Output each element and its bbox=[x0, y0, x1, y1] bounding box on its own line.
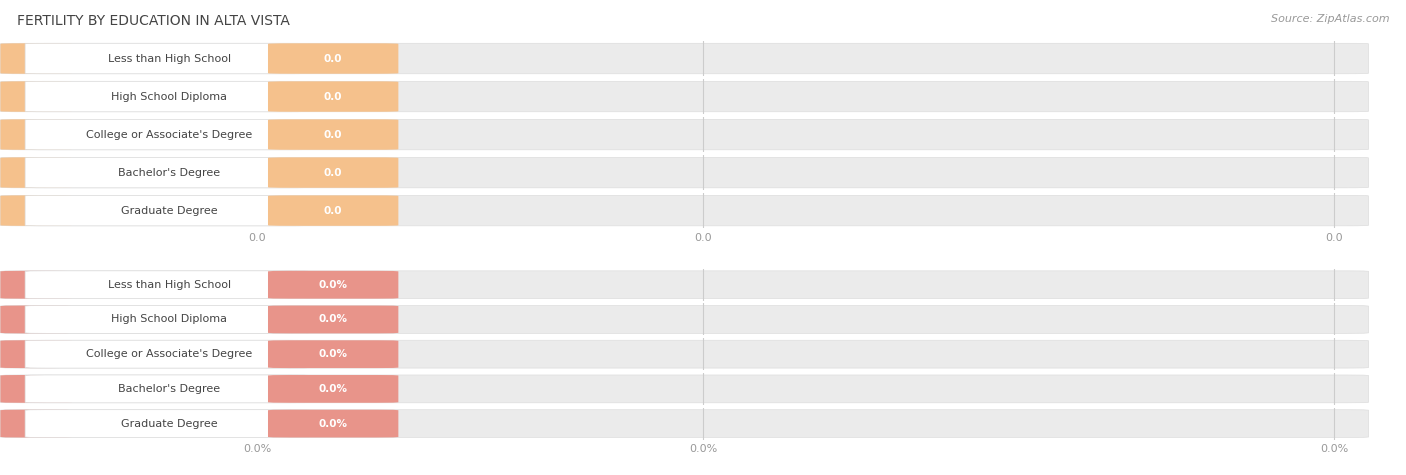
FancyBboxPatch shape bbox=[269, 195, 398, 226]
Text: 0.0%: 0.0% bbox=[1320, 444, 1348, 454]
Text: Graduate Degree: Graduate Degree bbox=[121, 418, 218, 428]
FancyBboxPatch shape bbox=[0, 43, 1368, 74]
FancyBboxPatch shape bbox=[269, 119, 398, 150]
Text: High School Diploma: High School Diploma bbox=[111, 92, 228, 102]
Text: 0.0%: 0.0% bbox=[689, 444, 717, 454]
Text: 0.0: 0.0 bbox=[323, 54, 343, 64]
FancyBboxPatch shape bbox=[25, 43, 309, 74]
Text: College or Associate's Degree: College or Associate's Degree bbox=[86, 130, 252, 140]
Text: High School Diploma: High School Diploma bbox=[111, 314, 228, 324]
FancyBboxPatch shape bbox=[0, 305, 1368, 333]
FancyBboxPatch shape bbox=[0, 271, 1368, 299]
Text: Bachelor's Degree: Bachelor's Degree bbox=[118, 384, 221, 394]
FancyBboxPatch shape bbox=[0, 81, 1368, 112]
Text: 0.0: 0.0 bbox=[323, 168, 343, 178]
FancyBboxPatch shape bbox=[0, 340, 72, 368]
FancyBboxPatch shape bbox=[0, 81, 72, 112]
FancyBboxPatch shape bbox=[0, 375, 1368, 403]
FancyBboxPatch shape bbox=[0, 157, 1368, 188]
FancyBboxPatch shape bbox=[0, 119, 1368, 150]
Text: Bachelor's Degree: Bachelor's Degree bbox=[118, 168, 221, 178]
FancyBboxPatch shape bbox=[269, 157, 398, 188]
FancyBboxPatch shape bbox=[25, 340, 309, 368]
Text: Graduate Degree: Graduate Degree bbox=[121, 206, 218, 216]
FancyBboxPatch shape bbox=[0, 375, 72, 403]
Text: College or Associate's Degree: College or Associate's Degree bbox=[86, 349, 252, 359]
FancyBboxPatch shape bbox=[0, 43, 72, 74]
Text: Source: ZipAtlas.com: Source: ZipAtlas.com bbox=[1271, 14, 1389, 24]
FancyBboxPatch shape bbox=[0, 157, 72, 188]
FancyBboxPatch shape bbox=[269, 81, 398, 112]
FancyBboxPatch shape bbox=[0, 410, 72, 437]
FancyBboxPatch shape bbox=[25, 81, 309, 112]
Text: 0.0%: 0.0% bbox=[319, 314, 347, 324]
Text: 0.0: 0.0 bbox=[323, 130, 343, 140]
FancyBboxPatch shape bbox=[269, 305, 398, 333]
Text: 0.0: 0.0 bbox=[323, 92, 343, 102]
FancyBboxPatch shape bbox=[25, 195, 309, 226]
FancyBboxPatch shape bbox=[25, 271, 309, 299]
Text: 0.0%: 0.0% bbox=[319, 280, 347, 290]
FancyBboxPatch shape bbox=[25, 119, 309, 150]
FancyBboxPatch shape bbox=[0, 195, 1368, 226]
FancyBboxPatch shape bbox=[0, 195, 72, 226]
Text: 0.0%: 0.0% bbox=[319, 418, 347, 428]
Text: 0.0: 0.0 bbox=[323, 206, 343, 216]
Text: Less than High School: Less than High School bbox=[108, 54, 231, 64]
FancyBboxPatch shape bbox=[25, 305, 309, 333]
Text: 0.0%: 0.0% bbox=[319, 384, 347, 394]
FancyBboxPatch shape bbox=[269, 375, 398, 403]
FancyBboxPatch shape bbox=[269, 340, 398, 368]
Text: 0.0: 0.0 bbox=[695, 233, 711, 243]
FancyBboxPatch shape bbox=[0, 410, 1368, 437]
Text: 0.0: 0.0 bbox=[1326, 233, 1343, 243]
Text: FERTILITY BY EDUCATION IN ALTA VISTA: FERTILITY BY EDUCATION IN ALTA VISTA bbox=[17, 14, 290, 28]
FancyBboxPatch shape bbox=[25, 157, 309, 188]
Text: 0.0: 0.0 bbox=[249, 233, 266, 243]
FancyBboxPatch shape bbox=[25, 410, 309, 437]
FancyBboxPatch shape bbox=[269, 410, 398, 437]
Text: Less than High School: Less than High School bbox=[108, 280, 231, 290]
FancyBboxPatch shape bbox=[0, 119, 72, 150]
FancyBboxPatch shape bbox=[269, 43, 398, 74]
FancyBboxPatch shape bbox=[0, 305, 72, 333]
FancyBboxPatch shape bbox=[269, 271, 398, 299]
Text: 0.0%: 0.0% bbox=[319, 349, 347, 359]
FancyBboxPatch shape bbox=[25, 375, 309, 403]
FancyBboxPatch shape bbox=[0, 271, 72, 299]
Text: 0.0%: 0.0% bbox=[243, 444, 271, 454]
FancyBboxPatch shape bbox=[0, 340, 1368, 368]
